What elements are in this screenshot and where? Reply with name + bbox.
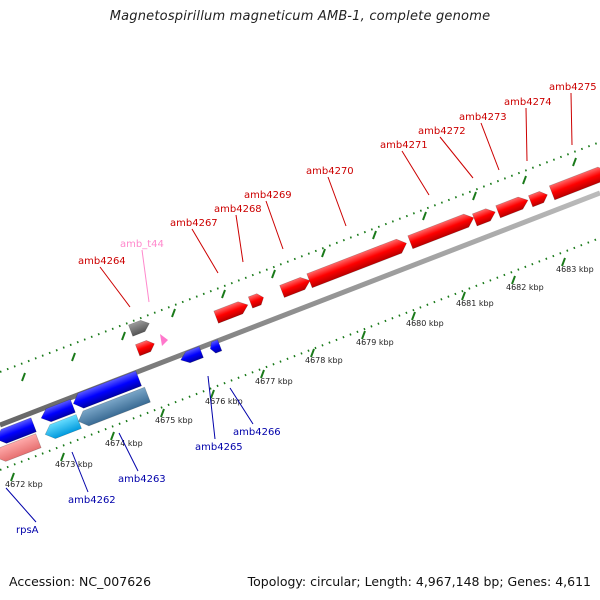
reverse-major-tick xyxy=(511,275,516,285)
gene-label-amb4267[interactable]: amb4267 xyxy=(170,218,218,229)
gene-leader-line xyxy=(141,249,150,303)
gene-leader-line xyxy=(191,228,219,274)
reverse-major-tick xyxy=(361,330,366,340)
gene-label-amb4275[interactable]: amb4275 xyxy=(549,82,597,93)
gene-shape-reverse[interactable] xyxy=(0,433,42,465)
gene-leader-line xyxy=(71,451,89,493)
gene-shape-reverse[interactable] xyxy=(39,398,76,424)
gene-leader-line xyxy=(118,432,139,472)
gene-shape-forward[interactable] xyxy=(306,236,409,289)
reverse-major-tick xyxy=(411,311,416,321)
gene-leader-line xyxy=(265,200,284,250)
tick-label: 4672 kbp xyxy=(5,480,43,489)
forward-major-tick xyxy=(271,269,276,279)
gene-shape-forward[interactable] xyxy=(247,292,265,309)
major-ticks xyxy=(10,157,577,482)
gene-label-amb_t44[interactable]: amb_t44 xyxy=(120,239,164,250)
tick-label: 4679 kbp xyxy=(356,338,394,347)
gene-label-rpsA[interactable]: rpsA xyxy=(16,525,39,536)
gene-label-amb4263[interactable]: amb4263 xyxy=(118,474,166,485)
gene-label-amb4262[interactable]: amb4262 xyxy=(68,495,116,506)
tick-label: 4680 kbp xyxy=(406,319,444,328)
gene-leader-line xyxy=(5,487,37,523)
forward-major-tick xyxy=(321,248,326,258)
gene-leader-line xyxy=(401,150,430,196)
gene-leader-line xyxy=(327,176,347,227)
reverse-major-tick xyxy=(160,408,165,418)
gene-shapes xyxy=(0,164,600,465)
forward-major-tick xyxy=(71,352,76,362)
forward-major-tick xyxy=(422,211,427,221)
reverse-major-tick xyxy=(10,472,15,482)
forward-major-tick xyxy=(572,157,577,167)
tick-label: 4678 kbp xyxy=(305,356,343,365)
gene-shape-forward[interactable] xyxy=(528,189,549,208)
gene-shape-forward[interactable] xyxy=(213,299,250,324)
gene-shape-forward[interactable] xyxy=(472,206,497,227)
forward-major-tick xyxy=(171,308,176,318)
gene-label-amb4272[interactable]: amb4272 xyxy=(418,126,466,137)
gene-leader-line xyxy=(439,136,474,179)
reverse-dotted-track xyxy=(0,237,600,471)
gene-leader-line xyxy=(229,387,254,425)
tick-label: 4673 kbp xyxy=(55,460,93,469)
gene-leader-line xyxy=(99,266,131,308)
gene-label-amb4271[interactable]: amb4271 xyxy=(380,140,428,151)
tick-label: 4676 kbp xyxy=(205,397,243,406)
accession-text: Accession: NC_007626 xyxy=(9,574,152,589)
gene-leader-line xyxy=(525,107,528,162)
gene-shape-reverse[interactable] xyxy=(76,386,151,429)
reverse-major-tick xyxy=(60,452,65,462)
trna-marker xyxy=(160,334,168,346)
reverse-major-tick xyxy=(210,389,215,399)
gene-label-amb4265[interactable]: amb4265 xyxy=(195,442,243,453)
gene-shape-reverse[interactable] xyxy=(70,370,142,411)
gene-label-amb4269[interactable]: amb4269 xyxy=(244,190,292,201)
gene-label-amb4266[interactable]: amb4266 xyxy=(233,427,281,438)
tick-label: 4677 kbp xyxy=(255,377,293,386)
gene-shape-reverse[interactable] xyxy=(0,417,37,446)
gene-label-amb4273[interactable]: amb4273 xyxy=(459,112,507,123)
gene-shape-forward[interactable] xyxy=(548,164,600,201)
tick-label: 4675 kbp xyxy=(155,416,193,425)
gene-label-amb4274[interactable]: amb4274 xyxy=(504,97,552,108)
reverse-major-tick xyxy=(260,369,265,379)
gene-shape-forward[interactable] xyxy=(279,275,313,298)
forward-major-tick xyxy=(472,191,477,201)
gene-labels: amb4264 amb_t44 amb4267 amb4268 amb4269 amb42… xyxy=(16,82,597,536)
reverse-major-tick xyxy=(461,291,466,301)
forward-major-tick xyxy=(522,175,527,185)
reverse-major-tick xyxy=(110,431,115,441)
gene-leader-line xyxy=(207,375,216,440)
tick-label: 4681 kbp xyxy=(456,299,494,308)
reverse-major-tick xyxy=(561,257,566,267)
reverse-major-tick xyxy=(310,348,315,358)
gene-shape-forward[interactable] xyxy=(407,211,476,250)
gene-leader-line xyxy=(570,92,573,146)
forward-major-tick xyxy=(121,331,126,341)
gene-shape-reverse[interactable] xyxy=(208,339,223,355)
forward-major-tick xyxy=(21,372,26,382)
gene-shape-forward[interactable] xyxy=(495,194,531,219)
gene-label-amb4264[interactable]: amb4264 xyxy=(78,256,126,267)
gene-label-amb4268[interactable]: amb4268 xyxy=(214,204,262,215)
gene-shape-reverse[interactable] xyxy=(43,414,82,442)
gene-shape-reverse[interactable] xyxy=(179,346,204,365)
gene-leader-line xyxy=(235,214,244,263)
gene-leader-line xyxy=(480,122,500,171)
forward-major-tick xyxy=(372,230,377,240)
tick-label: 4683 kbp xyxy=(556,265,594,274)
tick-label: 4682 kbp xyxy=(506,283,544,292)
genome-summary-text: Topology: circular; Length: 4,967,148 bp… xyxy=(247,574,591,589)
gene-leaders xyxy=(5,92,573,523)
gene-label-amb4270[interactable]: amb4270 xyxy=(306,166,354,177)
map-title: Magnetospirillum magneticum AMB-1, compl… xyxy=(109,9,491,24)
forward-major-tick xyxy=(221,289,226,299)
gene-shape-trna[interactable] xyxy=(128,318,152,337)
gene-shape-forward[interactable] xyxy=(135,338,156,357)
